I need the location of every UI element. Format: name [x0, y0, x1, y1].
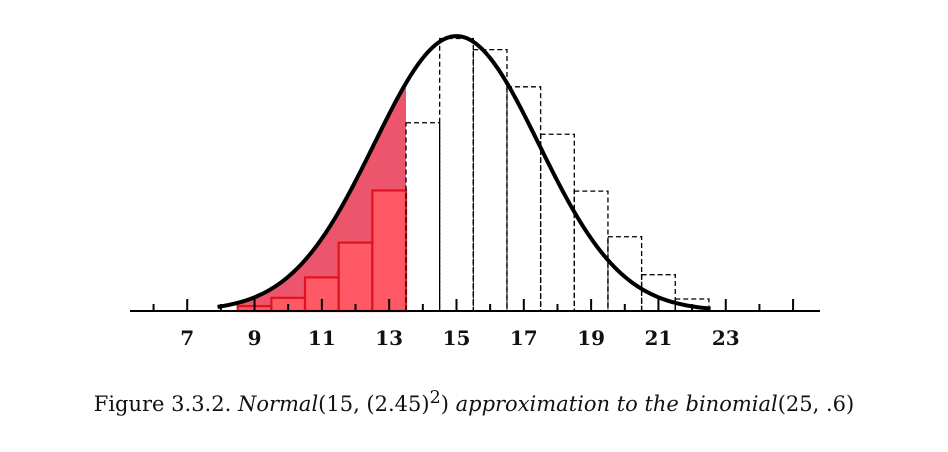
caption-close: ) [440, 392, 449, 416]
bar-14 [405, 122, 441, 312]
bar-16 [472, 49, 508, 312]
caption-normal-word: Normal [237, 392, 319, 416]
bar-22 [674, 298, 710, 312]
x-tick-label-21: 21 [645, 326, 673, 350]
bar-13 [371, 189, 408, 313]
caption-tail: (25, .6) [777, 392, 855, 416]
bar-21 [640, 274, 676, 312]
bar-12 [337, 241, 374, 313]
x-tick-label-7: 7 [180, 326, 194, 350]
caption-prefix: Figure 3.3.2. [93, 392, 238, 416]
x-tick-label-23: 23 [712, 326, 740, 350]
bar-17 [506, 86, 542, 312]
bar-20 [607, 236, 643, 312]
caption-exponent: 2 [429, 388, 441, 408]
x-tick-label-15: 15 [443, 326, 471, 350]
x-tick-label-19: 19 [577, 326, 605, 350]
caption-params: (15, (2.45) [318, 392, 430, 416]
bar-15 [439, 37, 474, 312]
histogram-chart: 7 9 11 13 15 17 19 21 23 [130, 34, 820, 350]
x-tick-label-11: 11 [308, 326, 336, 350]
x-tick-label-13: 13 [375, 326, 403, 350]
x-tick-label-9: 9 [248, 326, 262, 350]
caption-middle: approximation to the binomial [448, 392, 778, 416]
normal-curve [217, 34, 711, 311]
x-tick-label-17: 17 [510, 326, 538, 350]
figure-caption: Figure 3.3.2. Normal(15, (2.45)2) approx… [0, 388, 948, 416]
